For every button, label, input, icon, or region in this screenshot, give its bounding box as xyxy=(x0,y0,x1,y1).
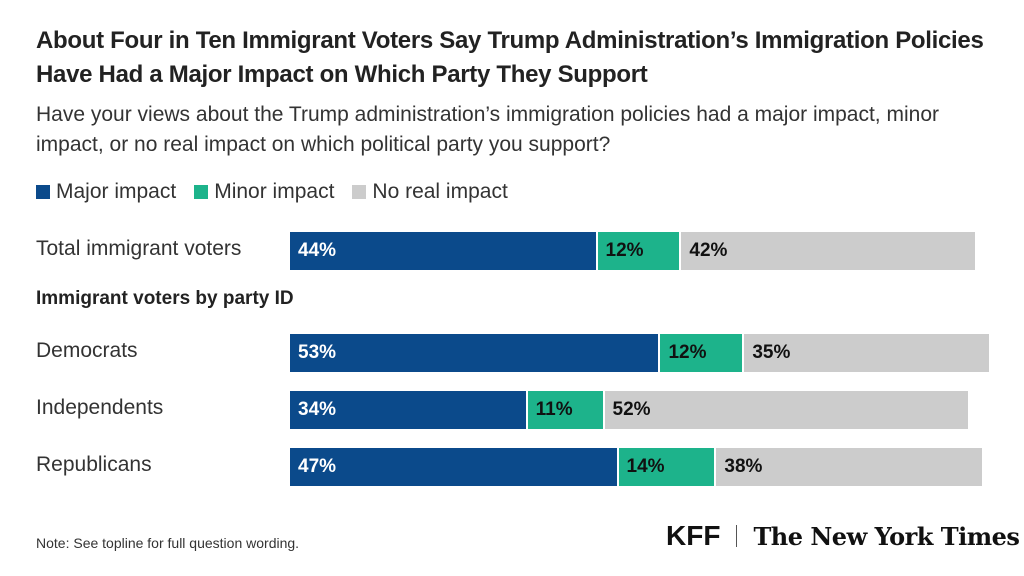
bar-segment: 35% xyxy=(744,334,989,372)
category-label: Republicans xyxy=(36,453,152,476)
category-label: Democrats xyxy=(36,339,138,362)
legend-label: No real impact xyxy=(372,180,508,203)
legend-swatch xyxy=(36,185,50,199)
bar-row: 44% 12% 42% xyxy=(290,232,975,270)
bar-segment: 12% xyxy=(660,334,745,372)
legend-label: Major impact xyxy=(56,180,177,203)
bar-segment: 12% xyxy=(597,232,682,270)
bar-row: 47% 14% 38% xyxy=(290,448,982,486)
legend-swatch xyxy=(194,185,209,199)
logos: KFF The New York Times xyxy=(666,520,1020,552)
bar-segment: 47% xyxy=(290,448,619,486)
chart-title: About Four in Ten Immigrant Voters Say T… xyxy=(36,27,984,88)
group-label: Immigrant voters by party ID xyxy=(36,288,294,309)
legend: Major impact Minor impact No real impact xyxy=(36,180,508,204)
note: Note: See topline for full question word… xyxy=(36,535,300,551)
legend-swatch xyxy=(352,185,367,199)
nyt-logo: The New York Times xyxy=(753,521,1020,551)
bar-row: 34% 11% 52% xyxy=(290,391,968,429)
legend-label: Minor impact xyxy=(214,180,335,203)
bar-segment: 34% xyxy=(290,391,528,429)
bar-row: 53% 12% 35% xyxy=(290,334,989,372)
category-label: Independents xyxy=(36,396,164,419)
legend-item: Major impact xyxy=(36,180,176,204)
bar-segment: 38% xyxy=(716,448,982,486)
category-label: Total immigrant voters xyxy=(36,237,242,260)
bar-segment: 11% xyxy=(527,391,605,429)
bar-segment: 44% xyxy=(290,232,598,270)
logo-divider xyxy=(736,525,738,547)
kff-logo: KFF xyxy=(666,520,721,551)
chart-subtitle: Have your views about the Trump administ… xyxy=(36,103,939,156)
bar-segment: 42% xyxy=(681,232,975,270)
bar-segment: 14% xyxy=(618,448,717,486)
bar-segment: 53% xyxy=(290,334,661,372)
legend-item: No real impact xyxy=(352,180,508,204)
legend-item: Minor impact xyxy=(194,180,334,204)
bar-segment: 52% xyxy=(604,391,968,429)
